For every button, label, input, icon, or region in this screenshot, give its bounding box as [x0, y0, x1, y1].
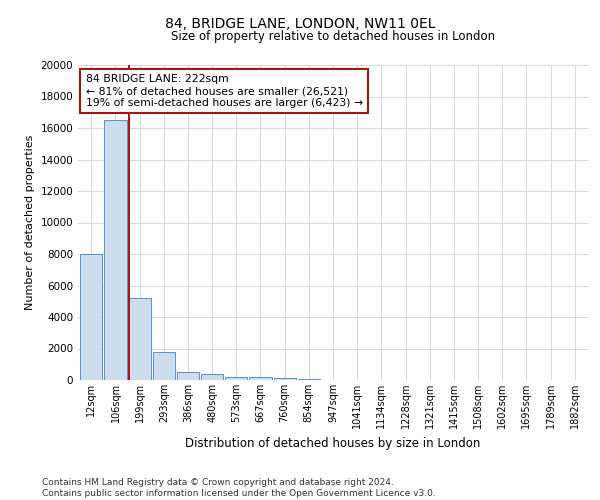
Text: Contains HM Land Registry data © Crown copyright and database right 2024.
Contai: Contains HM Land Registry data © Crown c…: [42, 478, 436, 498]
X-axis label: Distribution of detached houses by size in London: Distribution of detached houses by size …: [185, 436, 481, 450]
Title: Size of property relative to detached houses in London: Size of property relative to detached ho…: [171, 30, 495, 43]
Bar: [250, 378, 272, 380]
Bar: [177, 372, 199, 380]
Bar: [298, 379, 320, 380]
Y-axis label: Number of detached properties: Number of detached properties: [25, 135, 35, 310]
Bar: [80, 254, 103, 380]
Text: 84, BRIDGE LANE, LONDON, NW11 0EL: 84, BRIDGE LANE, LONDON, NW11 0EL: [165, 18, 435, 32]
Bar: [128, 298, 151, 380]
Bar: [152, 352, 175, 380]
Bar: [104, 120, 127, 380]
Bar: [225, 377, 247, 380]
Text: 84 BRIDGE LANE: 222sqm
← 81% of detached houses are smaller (26,521)
19% of semi: 84 BRIDGE LANE: 222sqm ← 81% of detached…: [86, 74, 363, 108]
Bar: [201, 374, 223, 380]
Bar: [274, 378, 296, 380]
